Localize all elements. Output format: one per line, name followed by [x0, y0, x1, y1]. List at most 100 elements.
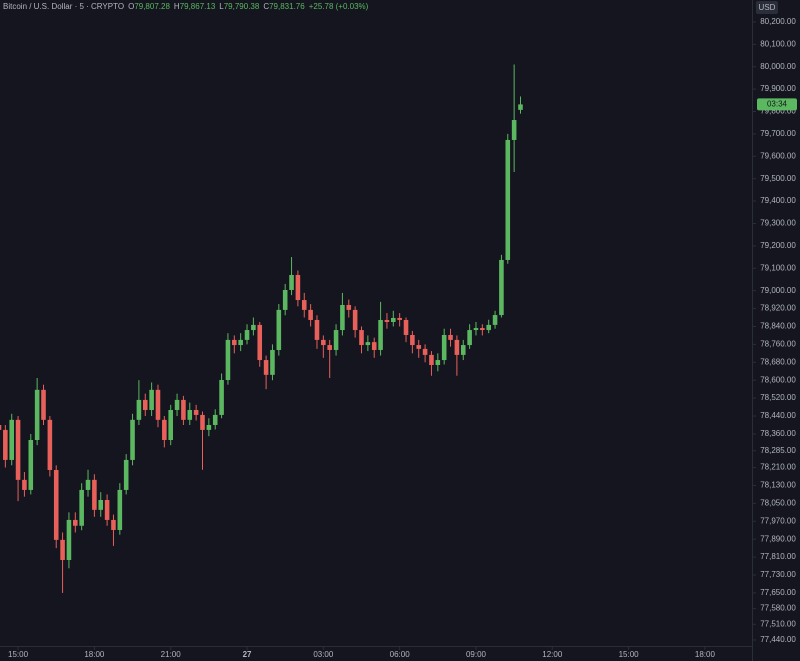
candle-body — [346, 304, 352, 310]
candle-body — [518, 104, 523, 110]
candle-body — [142, 399, 148, 410]
x-tick-label: 21:00 — [161, 650, 182, 659]
candle-body — [9, 419, 14, 460]
y-tick-label: 78,050.00 — [760, 498, 796, 507]
candle-body — [162, 419, 167, 440]
candle-body — [384, 319, 390, 322]
candle-body — [174, 399, 180, 410]
candle-body — [333, 330, 339, 350]
y-tick-label: 78,285.00 — [760, 446, 796, 455]
candle-body — [66, 519, 72, 561]
candle-body — [422, 348, 428, 355]
candle-body — [492, 315, 498, 325]
candle-body — [117, 489, 123, 531]
currency-badge[interactable] — [756, 1, 778, 14]
candle-body — [34, 389, 40, 440]
y-tick-label: 80,200.00 — [760, 17, 796, 26]
candle-body — [47, 419, 53, 471]
candle-body — [308, 309, 313, 320]
candle-body — [416, 345, 422, 349]
y-tick-label: 78,210.00 — [760, 463, 796, 472]
candle-body — [435, 360, 441, 365]
ohlc-item: O79,807.28 — [128, 2, 170, 11]
candle-body — [391, 317, 396, 322]
x-tick-label: 15:00 — [619, 650, 640, 659]
y-tick-label: 79,300.00 — [760, 219, 796, 228]
y-tick-label: 78,440.00 — [760, 411, 796, 420]
candle-body — [244, 330, 250, 340]
candle-body — [212, 414, 218, 425]
candle-body — [270, 349, 275, 375]
candle-body — [225, 339, 231, 380]
candle-body — [168, 409, 173, 440]
candle-body — [365, 342, 371, 346]
candle-body — [371, 342, 377, 350]
y-tick-label: 77,440.00 — [760, 635, 796, 644]
countdown: 03:34 — [767, 100, 788, 109]
candle-body — [448, 334, 453, 340]
candle-body — [60, 539, 65, 561]
symbol-title: Bitcoin / U.S. Dollar · 5 · CRYPTO — [3, 2, 125, 11]
candle-body — [289, 274, 294, 290]
ohlc-values: O79,807.28 H79,867.13 L79,790.38 C79,831.76 — [128, 2, 305, 11]
x-tick-label: 06:00 — [390, 650, 411, 659]
ohlc-value: 79,807.28 — [134, 2, 170, 11]
ohlc-item: L79,790.38 — [219, 2, 259, 11]
candle-body — [187, 409, 193, 420]
y-tick-label: 79,600.00 — [760, 151, 796, 160]
y-tick-label: 79,200.00 — [760, 241, 796, 250]
y-tick-label: 77,890.00 — [760, 534, 796, 543]
candle-body — [511, 120, 517, 140]
y-tick-label: 80,000.00 — [760, 62, 796, 71]
candle-body — [378, 319, 383, 350]
candle-body — [85, 479, 91, 490]
y-tick-label: 78,130.00 — [760, 481, 796, 490]
ohlc-label: L — [219, 2, 224, 11]
ohlc-label: H — [173, 2, 180, 11]
candle-body — [0, 424, 2, 430]
candle-body — [193, 409, 199, 415]
y-tick-label: 79,000.00 — [760, 286, 796, 295]
candle-body — [352, 309, 358, 331]
candle-body — [257, 324, 263, 361]
candle-body — [473, 328, 479, 331]
y-tick-label: 78,600.00 — [760, 375, 796, 384]
y-tick-label: 77,510.00 — [760, 619, 796, 628]
candle-body — [251, 324, 256, 331]
candle-body — [149, 389, 154, 410]
y-tick-label: 78,760.00 — [760, 339, 796, 348]
y-tick-label: 80,100.00 — [760, 39, 796, 48]
candle-body — [232, 339, 237, 346]
y-tick-label: 77,970.00 — [760, 516, 796, 525]
ohlc-value: 79,867.13 — [179, 2, 216, 11]
candle-body — [92, 479, 97, 510]
candle-body — [480, 328, 485, 331]
candle-body — [181, 399, 186, 420]
candle-body — [429, 354, 434, 365]
candle-body — [454, 339, 460, 355]
ohlc-label: C — [263, 2, 270, 11]
candle-body — [397, 317, 402, 320]
x-tick-label: 15:00 — [8, 650, 29, 659]
x-tick-label: 12:00 — [542, 650, 563, 659]
candle-body — [3, 429, 8, 460]
currency: USD — [759, 3, 776, 12]
x-tick-label: 09:00 — [466, 650, 487, 659]
candle-body — [155, 389, 161, 420]
candle-body — [200, 414, 205, 430]
candle-body — [22, 479, 27, 490]
y-tick-label: 79,700.00 — [760, 129, 796, 138]
y-tick-label: 78,840.00 — [760, 322, 796, 331]
candle-body — [15, 419, 21, 480]
candle-body — [28, 439, 34, 490]
candle-body — [111, 519, 116, 531]
candle-body — [301, 300, 307, 310]
candle-body — [410, 334, 415, 346]
candle-body — [441, 334, 447, 361]
candle-body — [282, 289, 288, 310]
candle-body — [130, 419, 135, 460]
candle-body — [98, 500, 104, 510]
